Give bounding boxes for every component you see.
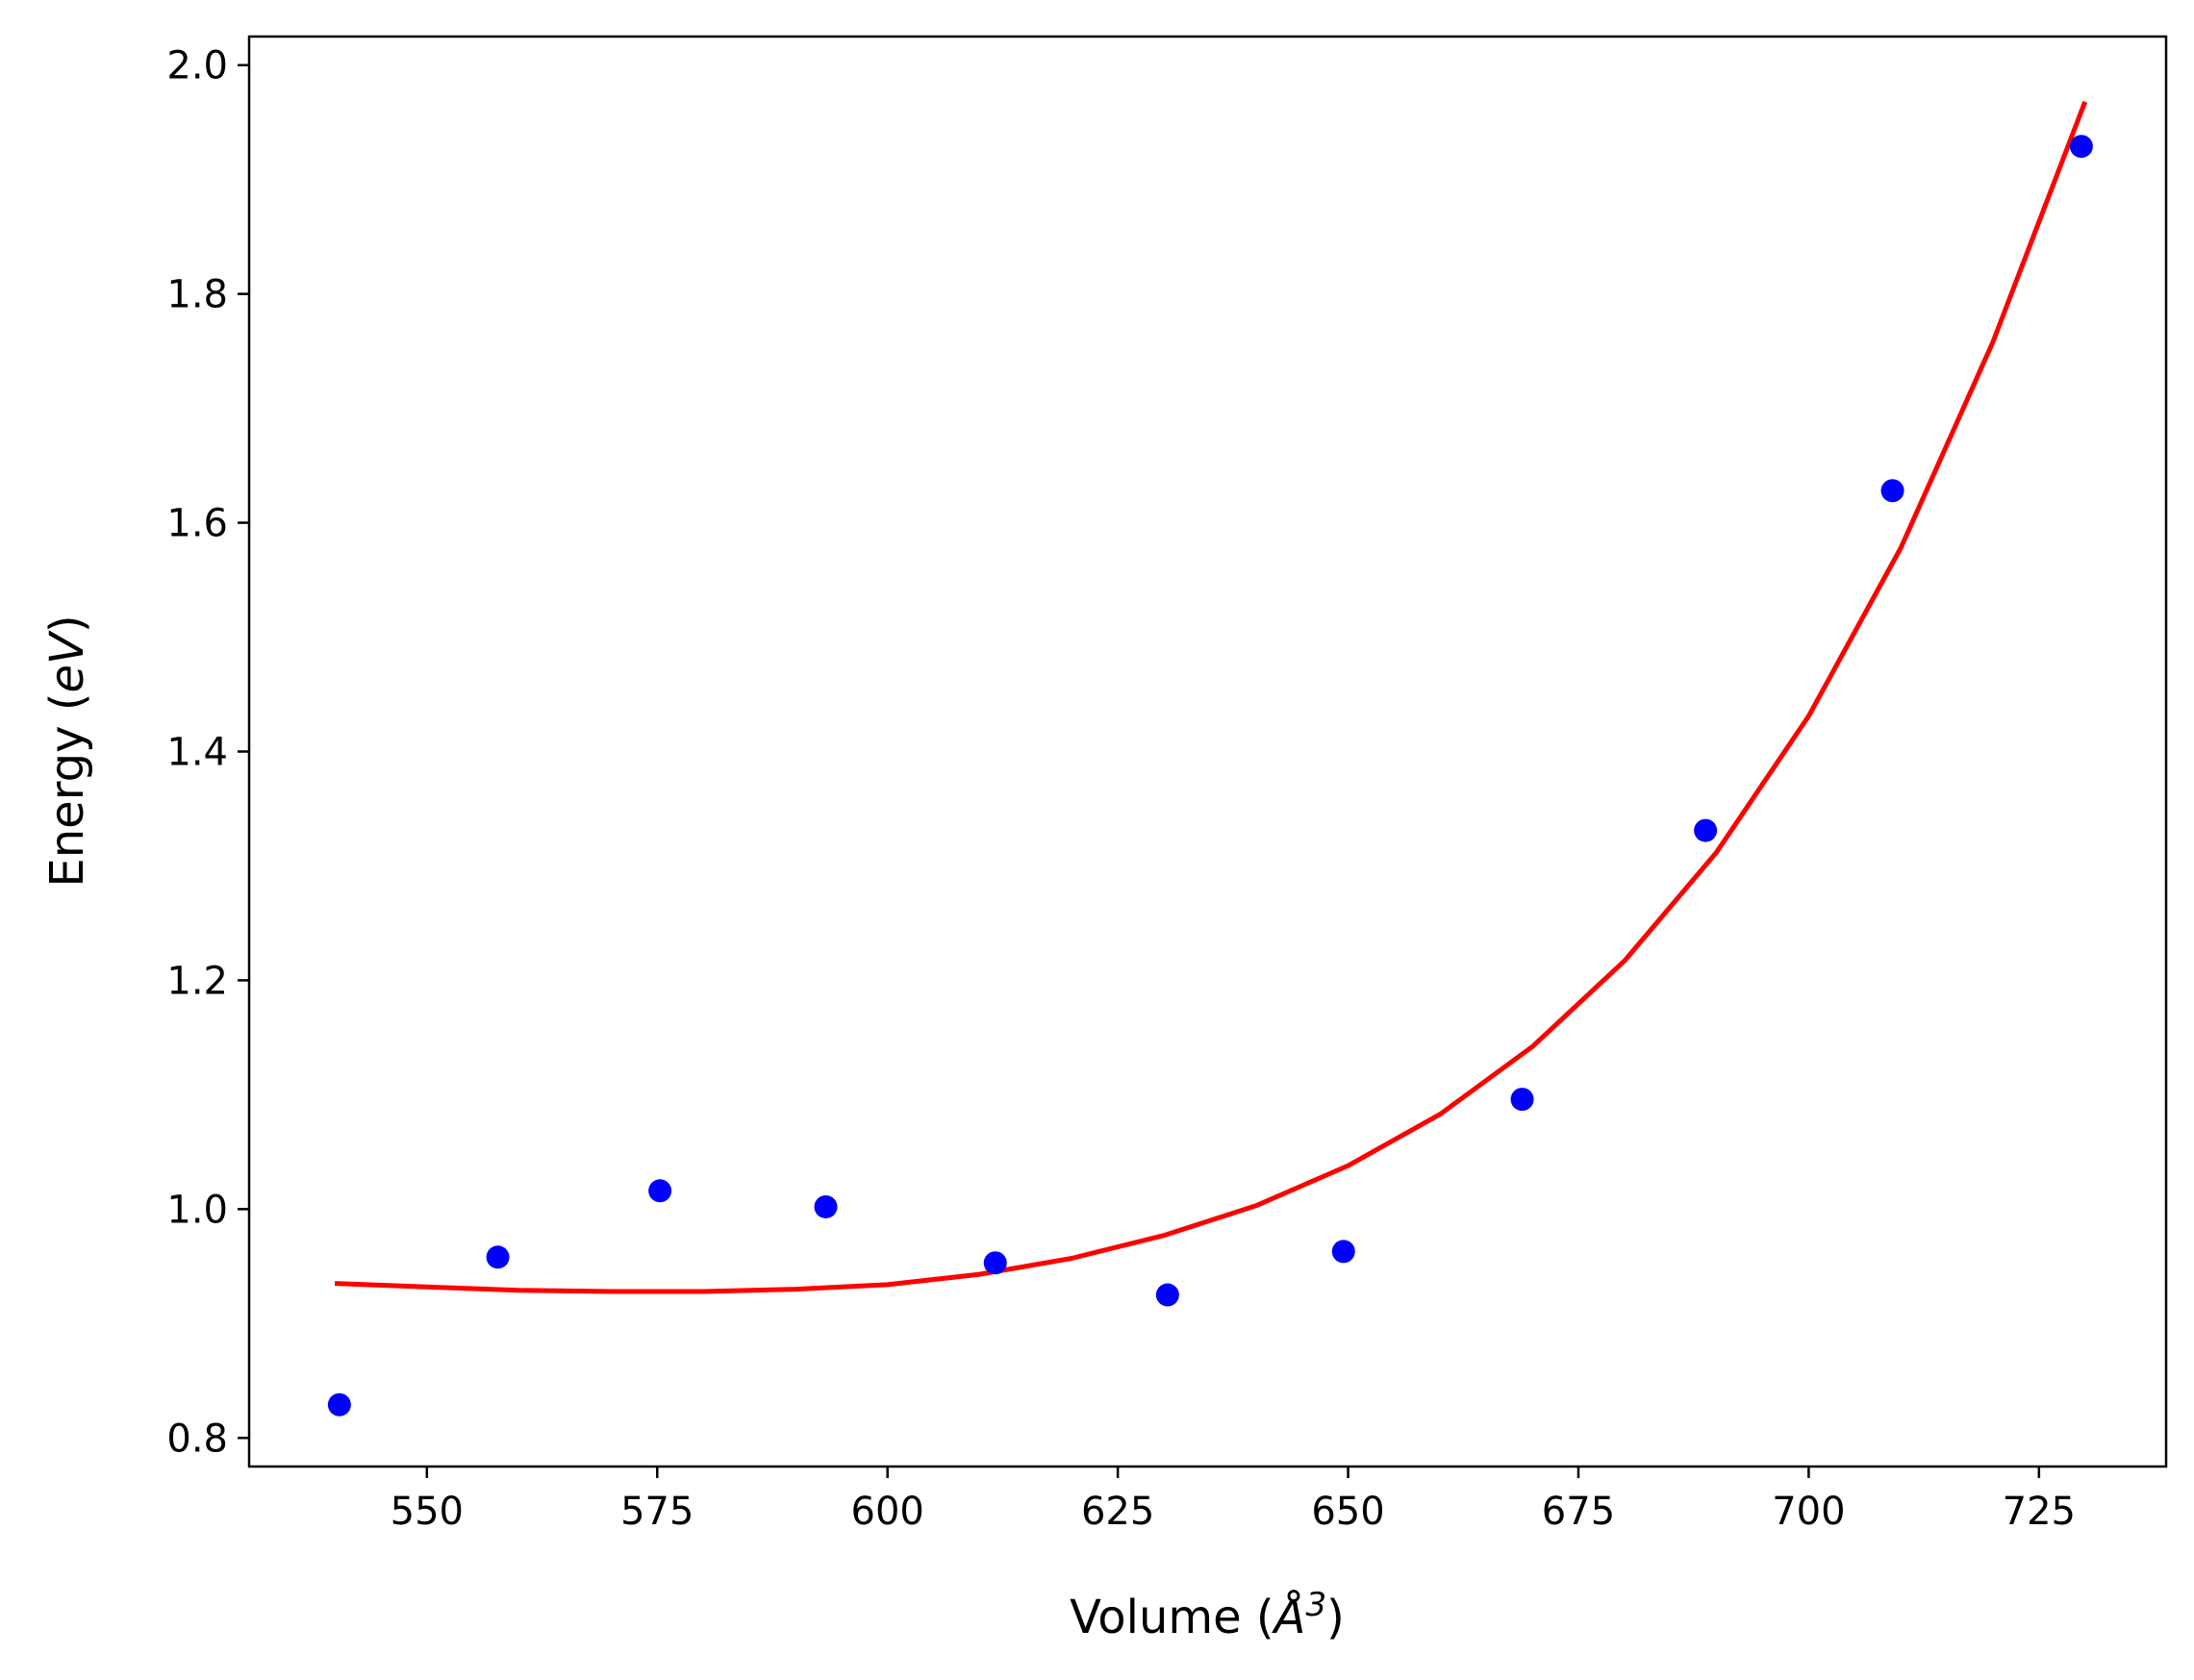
x-axis-label: Volume (Å3) [1070, 1586, 1345, 1644]
x-tick-label: 550 [391, 1490, 464, 1534]
x-tick-label: 650 [1311, 1490, 1384, 1534]
y-tick-label: 0.8 [166, 1417, 228, 1461]
y-axis-label: Energy (eV) [40, 614, 94, 887]
y-axis-ticks: 0.8 1.0 1.2 1.4 1.6 1.8 2.0 [166, 44, 249, 1461]
data-point [648, 1179, 672, 1203]
x-tick-label: 625 [1081, 1490, 1154, 1534]
y-tick-label: 1.4 [166, 731, 228, 775]
x-tick-label: 700 [1772, 1490, 1845, 1534]
data-point [814, 1194, 838, 1218]
fit-curve-line [334, 100, 2088, 1294]
y-tick-label: 1.8 [166, 273, 228, 317]
data-point [1331, 1240, 1355, 1264]
data-point [486, 1245, 510, 1269]
data-point [1694, 818, 1718, 842]
data-point [1155, 1283, 1179, 1307]
x-tick-label: 575 [620, 1490, 694, 1534]
y-tick-label: 1.0 [166, 1188, 228, 1232]
axes-frame [247, 35, 2168, 1468]
data-point [1510, 1088, 1534, 1112]
data-point [327, 1392, 351, 1417]
y-tick-label: 1.2 [166, 959, 228, 1003]
plot-series [327, 100, 2093, 1417]
x-axis-ticks: 550 575 600 625 650 675 700 725 [391, 1467, 2076, 1534]
data-point [2069, 135, 2093, 159]
x-tick-label: 675 [1542, 1490, 1615, 1534]
y-tick-label: 2.0 [166, 44, 228, 88]
x-tick-label: 725 [2003, 1490, 2076, 1534]
x-tick-label: 600 [851, 1490, 924, 1534]
y-tick-label: 1.6 [166, 502, 228, 546]
data-point [1880, 479, 1904, 503]
data-point [983, 1251, 1007, 1275]
